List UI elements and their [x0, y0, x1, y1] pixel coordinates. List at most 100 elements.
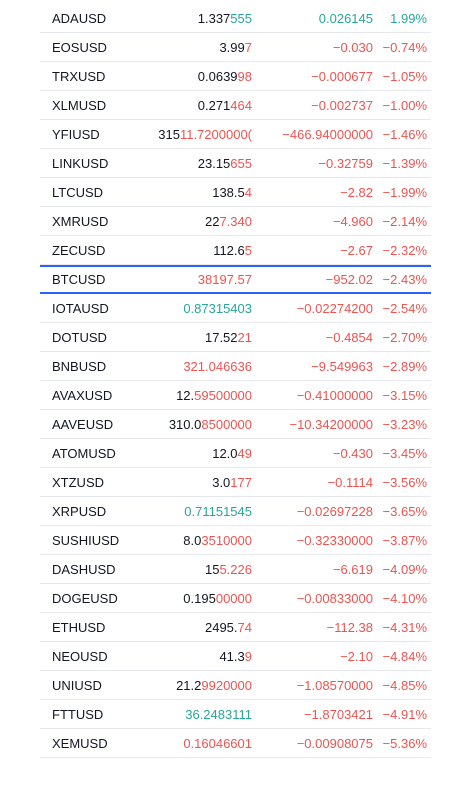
symbol-label: DOGEUSD — [52, 591, 118, 606]
watchlist-row-xmrusd[interactable]: XMRUSD 227.340 −4.960 −2.14% — [40, 207, 431, 236]
watchlist-row-xlmusd[interactable]: XLMUSD 0.271464 −0.002737 −1.00% — [40, 91, 431, 120]
last-price: 321.046636 — [183, 352, 252, 380]
last-price-changed-digits: 59500000 — [194, 388, 252, 403]
symbol-label: NEOUSD — [52, 649, 108, 664]
last-price: 41.39 — [219, 642, 252, 670]
last-price-stable-digits: 41.3 — [219, 649, 245, 664]
watchlist-row-uniusd[interactable]: UNIUSD 21.29920000 −1.08570000 −4.85% — [40, 671, 431, 700]
watchlist-row-neousd[interactable]: NEOUSD 41.39 −2.10 −4.84% — [40, 642, 431, 671]
last-price-changed-digits: 555 — [230, 11, 252, 26]
last-price: 0.16046601 — [183, 729, 252, 757]
price-change-percent: −2.70% — [382, 330, 427, 345]
symbol-label: XLMUSD — [52, 98, 107, 113]
symbol-label: LINKUSD — [52, 156, 109, 171]
last-price-stable-digits: 21.2 — [176, 678, 202, 693]
last-price-changed-digits: 9 — [244, 649, 252, 664]
watchlist-row-adausd[interactable]: ADAUSD 1.337555 0.026145 1.99% — [40, 4, 431, 33]
watchlist-row-zecusd[interactable]: ZECUSD 112.65 −2.67 −2.32% — [40, 236, 431, 265]
last-price-changed-digits: 11.7200000( — [179, 127, 252, 142]
watchlist-row-yfiusd[interactable]: YFIUSD 31511.7200000( −466.94000000 −1.4… — [40, 120, 431, 149]
last-price-changed-digits: 655 — [230, 156, 252, 171]
last-price-changed-digits: 177 — [230, 475, 252, 490]
watchlist-row-ltcusd[interactable]: LTCUSD 138.54 −2.82 −1.99% — [40, 178, 431, 207]
price-change: −0.00833000 — [296, 591, 373, 606]
watchlist-row-avaxusd[interactable]: AVAXUSD 12.59500000 −0.41000000 −3.15% — [40, 381, 431, 410]
last-price-changed-digits: 5 — [244, 243, 252, 258]
last-price-stable-digits: 112.6 — [213, 243, 245, 258]
last-price: 155.226 — [205, 555, 252, 583]
price-change: −0.1114 — [327, 475, 373, 490]
price-change: −9.549963 — [311, 359, 373, 374]
last-price-stable-digits: 38197.57 — [197, 272, 252, 287]
last-price-stable-digits: 0.16046601 — [183, 736, 252, 751]
symbol-label: DASHUSD — [52, 562, 116, 577]
price-change: −2.82 — [340, 185, 373, 200]
last-price-stable-digits: 3.99 — [219, 40, 245, 55]
watchlist-row-iotausd[interactable]: IOTAUSD 0.87315403 −0.02274200 −2.54% — [40, 294, 431, 323]
watchlist-row-xemusd[interactable]: XEMUSD 0.16046601 −0.00908075 −5.36% — [40, 729, 431, 758]
price-change-percent: −0.74% — [382, 40, 427, 55]
price-change-percent: −4.10% — [382, 591, 427, 606]
price-change: −2.10 — [340, 649, 373, 664]
last-price-changed-digits: 49 — [237, 446, 252, 461]
watchlist-row-xrpusd[interactable]: XRPUSD 0.71151545 −0.02697228 −3.65% — [40, 497, 431, 526]
watchlist-row-xtzusd[interactable]: XTZUSD 3.0177 −0.1114 −3.56% — [40, 468, 431, 497]
watchlist-row-dashusd[interactable]: DASHUSD 155.226 −6.619 −4.09% — [40, 555, 431, 584]
symbol-label: ETHUSD — [52, 620, 106, 635]
last-price-stable-digits: 1.337 — [197, 11, 231, 26]
last-price: 3.0177 — [212, 468, 252, 496]
symbol-label: UNIUSD — [52, 678, 102, 693]
watchlist-row-bnbusd[interactable]: BNBUSD 321.046636 −9.549963 −2.89% — [40, 352, 431, 381]
price-change: 0.026145 — [318, 11, 373, 26]
price-change: −6.619 — [332, 562, 373, 577]
watchlist-row-btcusd[interactable]: BTCUSD 38197.57 −952.02 −2.43% — [40, 265, 431, 294]
symbol-label: ZECUSD — [52, 243, 106, 258]
price-change-percent: −3.45% — [382, 446, 427, 461]
price-change: −10.34200000 — [289, 417, 373, 432]
price-change-percent: −3.15% — [382, 388, 427, 403]
price-change: −2.67 — [340, 243, 373, 258]
symbol-label: TRXUSD — [52, 69, 106, 84]
last-price: 3.997 — [219, 33, 252, 61]
watchlist-row-atomusd[interactable]: ATOMUSD 12.049 −0.430 −3.45% — [40, 439, 431, 468]
watchlist-row-trxusd[interactable]: TRXUSD 0.063998 −0.000677 −1.05% — [40, 62, 431, 91]
watchlist-row-aaveusd[interactable]: AAVEUSD 310.08500000 −10.34200000 −3.23% — [40, 410, 431, 439]
watchlist-row-eosusd[interactable]: EOSUSD 3.997 −0.030 −0.74% — [40, 33, 431, 62]
symbol-label: BTCUSD — [52, 272, 106, 287]
price-change-percent: −3.23% — [382, 417, 427, 432]
watchlist-row-linkusd[interactable]: LINKUSD 23.15655 −0.32759 −1.39% — [40, 149, 431, 178]
last-price-stable-digits: 3.0 — [212, 475, 231, 490]
watchlist-row-ethusd[interactable]: ETHUSD 2495.74 −112.38 −4.31% — [40, 613, 431, 642]
last-price-changed-digits: 7.340 — [219, 214, 252, 229]
watchlist-table: ADAUSD 1.337555 0.026145 1.99% EOSUSD 3.… — [40, 4, 431, 758]
watchlist-row-sushiusd[interactable]: SUSHIUSD 8.03510000 −0.32330000 −3.87% — [40, 526, 431, 555]
price-change-percent: −1.99% — [382, 185, 427, 200]
watchlist-row-dotusd[interactable]: DOTUSD 17.5221 −0.4854 −2.70% — [40, 323, 431, 352]
price-change-percent: −1.05% — [382, 69, 427, 84]
symbol-label: AVAXUSD — [52, 388, 113, 403]
price-change: −0.41000000 — [296, 388, 373, 403]
last-price: 112.65 — [213, 236, 252, 264]
watchlist-row-dogeusd[interactable]: DOGEUSD 0.19500000 −0.00833000 −4.10% — [40, 584, 431, 613]
price-change-percent: −2.89% — [382, 359, 427, 374]
last-price: 23.15655 — [198, 149, 252, 177]
last-price-stable-digits: 12.0 — [212, 446, 238, 461]
last-price: 2495.74 — [205, 613, 252, 641]
last-price-stable-digits: 315 — [158, 127, 180, 142]
last-price: 1.337555 — [198, 4, 252, 32]
last-price-changed-digits: 9920000 — [201, 678, 252, 693]
last-price: 0.271464 — [198, 91, 252, 119]
last-price-stable-digits: 23.15 — [197, 156, 231, 171]
last-price: 138.54 — [212, 178, 252, 206]
last-price: 36.2483111 — [185, 700, 252, 728]
last-price: 0.71151545 — [184, 497, 252, 525]
price-change: −0.000677 — [311, 69, 373, 84]
last-price-changed-digits: 464 — [230, 98, 252, 113]
last-price-stable-digits: 310.0 — [168, 417, 202, 432]
last-price-changed-digits: 21 — [237, 330, 252, 345]
price-change: −112.38 — [326, 620, 373, 635]
price-change: −0.030 — [332, 40, 373, 55]
last-price: 31511.7200000( — [158, 120, 252, 148]
last-price-stable-digits: 321.046636 — [183, 359, 252, 374]
watchlist-row-fttusd[interactable]: FTTUSD 36.2483111 −1.8703421 −4.91% — [40, 700, 431, 729]
